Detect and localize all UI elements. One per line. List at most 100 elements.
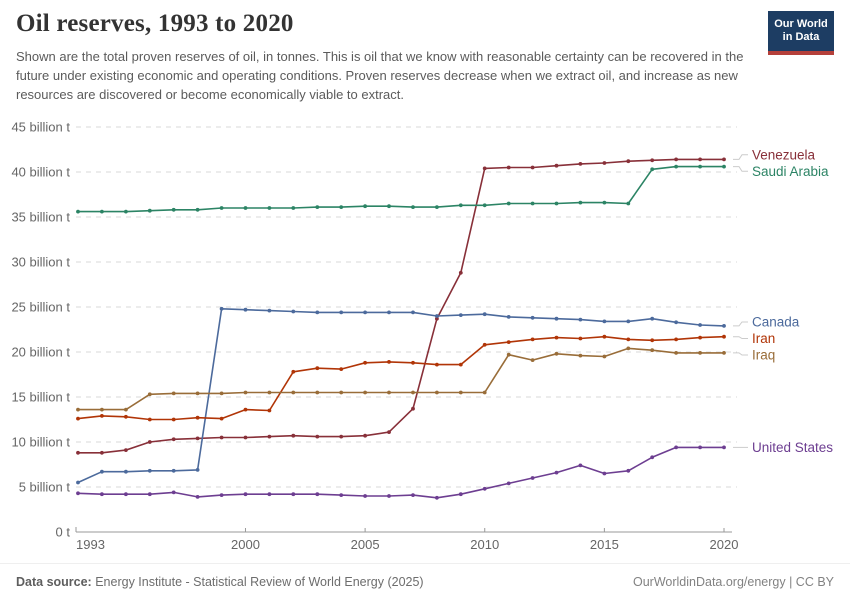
series-point-iran[interactable]: [76, 416, 80, 421]
series-point-united-states[interactable]: [578, 463, 583, 468]
series-point-united-states[interactable]: [195, 495, 200, 499]
series-point-iran[interactable]: [554, 335, 559, 340]
series-point-united-states[interactable]: [435, 495, 439, 500]
series-point-united-states[interactable]: [530, 476, 535, 480]
series-point-iraq[interactable]: [363, 390, 367, 395]
series-point-iran[interactable]: [482, 342, 487, 347]
series-point-saudi-arabia[interactable]: [411, 205, 415, 209]
series-point-iran[interactable]: [411, 360, 415, 365]
series-line-canada[interactable]: [77, 308, 725, 484]
series-point-united-states[interactable]: [76, 491, 80, 496]
series-point-venezuela[interactable]: [315, 434, 320, 439]
series-point-iran[interactable]: [506, 340, 511, 344]
series-point-venezuela[interactable]: [602, 161, 607, 165]
series-label-iran[interactable]: Iran: [752, 331, 775, 346]
series-point-canada[interactable]: [411, 310, 415, 315]
series-point-canada[interactable]: [195, 468, 200, 472]
oil-reserves-line-chart[interactable]: 0 t 5 billion t 10 billion t 15 billion t 20…: [0, 112, 850, 562]
series-point-iran[interactable]: [243, 407, 248, 412]
series-point-saudi-arabia[interactable]: [243, 206, 248, 210]
series-point-canada[interactable]: [482, 312, 487, 317]
series-point-iran[interactable]: [578, 336, 583, 341]
series-point-saudi-arabia[interactable]: [578, 200, 583, 205]
series-point-canada[interactable]: [291, 309, 296, 314]
series-point-iraq[interactable]: [76, 407, 80, 412]
series-point-iraq[interactable]: [124, 407, 128, 412]
series-point-iran[interactable]: [100, 414, 104, 418]
series-point-iraq[interactable]: [482, 390, 487, 395]
series-point-venezuela[interactable]: [219, 435, 224, 440]
series-point-venezuela[interactable]: [387, 430, 391, 434]
series-point-iran[interactable]: [267, 408, 272, 413]
series-point-united-states[interactable]: [339, 493, 344, 497]
series-point-canada[interactable]: [76, 480, 80, 485]
series-point-iran[interactable]: [435, 362, 439, 367]
series-point-united-states[interactable]: [626, 468, 631, 473]
series-point-venezuela[interactable]: [482, 166, 487, 171]
series-point-iraq[interactable]: [100, 407, 104, 412]
series-point-canada[interactable]: [530, 315, 535, 320]
series-line-iraq[interactable]: [78, 347, 724, 411]
series-point-iraq[interactable]: [147, 392, 152, 397]
series-point-iraq[interactable]: [722, 351, 726, 355]
series-point-saudi-arabia[interactable]: [315, 205, 320, 209]
series-point-iran[interactable]: [291, 369, 296, 374]
series-point-canada[interactable]: [698, 323, 702, 327]
series-point-united-states[interactable]: [363, 494, 367, 498]
series-point-canada[interactable]: [650, 316, 655, 321]
series-point-saudi-arabia[interactable]: [100, 209, 104, 214]
series-point-venezuela[interactable]: [626, 159, 631, 164]
series-label-united-states[interactable]: United States: [752, 440, 833, 455]
series-point-united-states[interactable]: [124, 492, 128, 497]
series-point-iran[interactable]: [195, 415, 200, 420]
series-label-saudi-arabia[interactable]: Saudi Arabia: [752, 164, 829, 179]
series-point-iraq[interactable]: [626, 346, 631, 351]
series-point-venezuela[interactable]: [435, 316, 439, 321]
series-point-venezuela[interactable]: [195, 436, 200, 441]
series-point-united-states[interactable]: [650, 455, 655, 460]
series-point-saudi-arabia[interactable]: [339, 205, 344, 209]
series-point-venezuela[interactable]: [674, 157, 678, 162]
series-point-iraq[interactable]: [698, 351, 702, 355]
series-point-saudi-arabia[interactable]: [698, 164, 702, 169]
series-point-iran[interactable]: [626, 337, 631, 342]
series-point-united-states[interactable]: [458, 492, 463, 497]
series-point-iraq[interactable]: [411, 390, 415, 395]
series-line-united-states[interactable]: [77, 446, 724, 499]
series-point-saudi-arabia[interactable]: [387, 204, 391, 209]
series-point-united-states[interactable]: [291, 492, 296, 497]
series-point-iraq[interactable]: [243, 390, 248, 395]
series-point-iran[interactable]: [650, 338, 655, 343]
series-point-venezuela[interactable]: [171, 437, 176, 442]
series-point-saudi-arabia[interactable]: [219, 206, 224, 210]
series-point-united-states[interactable]: [315, 492, 320, 497]
series-point-venezuela[interactable]: [530, 165, 535, 170]
series-point-saudi-arabia[interactable]: [602, 200, 607, 205]
series-point-iran[interactable]: [530, 337, 535, 342]
series-point-iraq[interactable]: [506, 352, 511, 357]
series-point-canada[interactable]: [674, 320, 678, 325]
series-point-venezuela[interactable]: [458, 270, 463, 275]
series-point-iraq[interactable]: [674, 351, 678, 355]
series-point-venezuela[interactable]: [363, 433, 367, 438]
series-point-saudi-arabia[interactable]: [267, 206, 272, 210]
series-point-iran[interactable]: [147, 417, 152, 422]
series-point-saudi-arabia[interactable]: [626, 201, 631, 206]
series-point-iraq[interactable]: [554, 351, 559, 356]
series-point-venezuela[interactable]: [578, 162, 583, 166]
series-point-venezuela[interactable]: [124, 448, 128, 452]
series-label-venezuela[interactable]: Venezuela: [752, 147, 816, 162]
series-point-iraq[interactable]: [291, 390, 296, 395]
series-label-canada[interactable]: Canada: [752, 315, 800, 330]
series-point-saudi-arabia[interactable]: [674, 164, 678, 169]
series-point-saudi-arabia[interactable]: [458, 203, 463, 208]
series-point-saudi-arabia[interactable]: [506, 201, 511, 206]
series-point-iran[interactable]: [387, 360, 391, 364]
credit-link[interactable]: OurWorldinData.org/energy | CC BY: [632, 575, 834, 589]
series-point-saudi-arabia[interactable]: [530, 201, 535, 206]
series-point-iran[interactable]: [602, 334, 607, 339]
series-point-saudi-arabia[interactable]: [435, 205, 439, 209]
series-point-united-states[interactable]: [674, 445, 678, 450]
series-point-canada[interactable]: [722, 324, 726, 328]
series-point-united-states[interactable]: [506, 481, 511, 486]
